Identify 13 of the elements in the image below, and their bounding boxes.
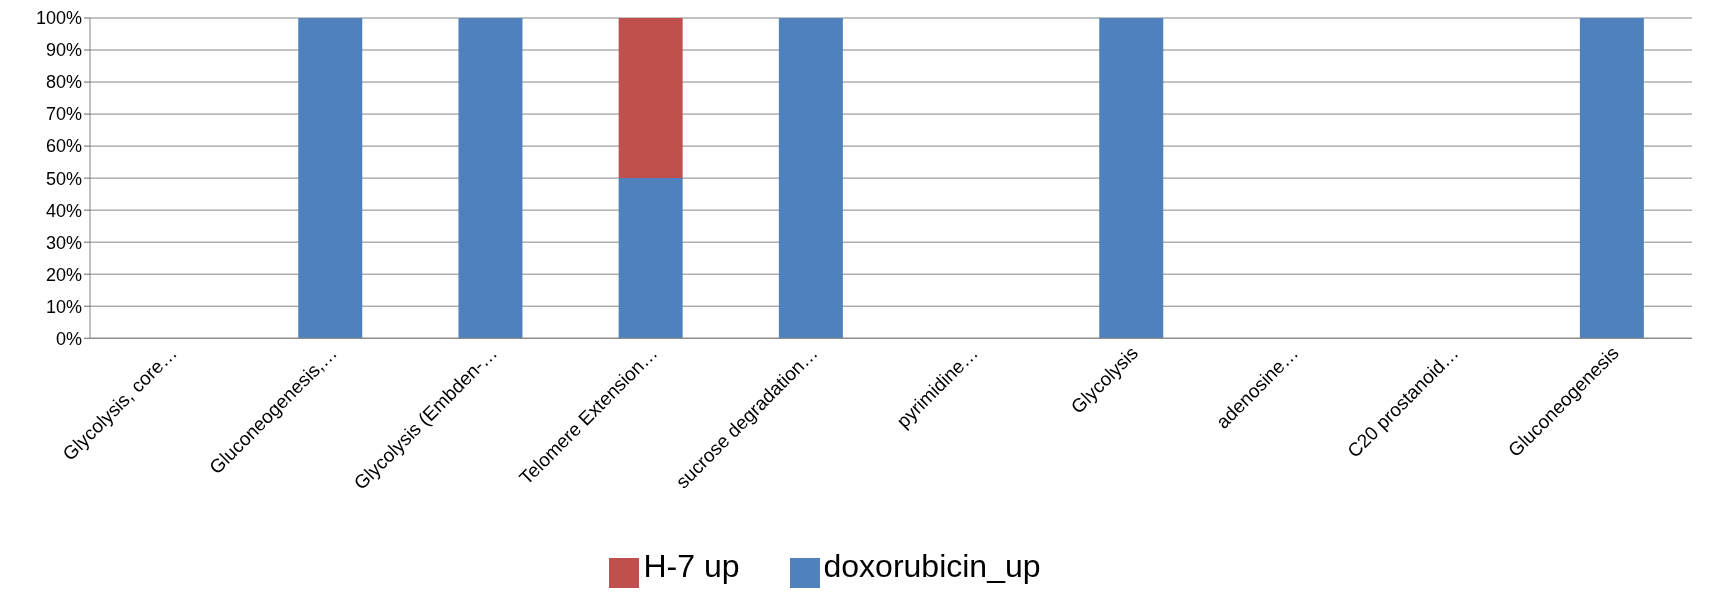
legend-label: doxorubicin_up (823, 548, 1041, 585)
y-tick-label: 10% (45, 296, 82, 317)
legend-label: H-7 up (643, 548, 740, 585)
y-tick-label: 60% (45, 136, 82, 157)
y-tick-label: 80% (45, 72, 82, 93)
y-tick-label: 40% (45, 200, 82, 221)
y-tick-label: 20% (45, 264, 82, 285)
y-tick-label: 0% (55, 328, 82, 349)
y-tick-label: 50% (45, 168, 82, 189)
y-tick-label: 30% (45, 232, 82, 253)
y-tick-label: 100% (35, 8, 82, 29)
y-tick-label: 70% (45, 104, 82, 125)
y-tick-label: 90% (45, 40, 82, 61)
